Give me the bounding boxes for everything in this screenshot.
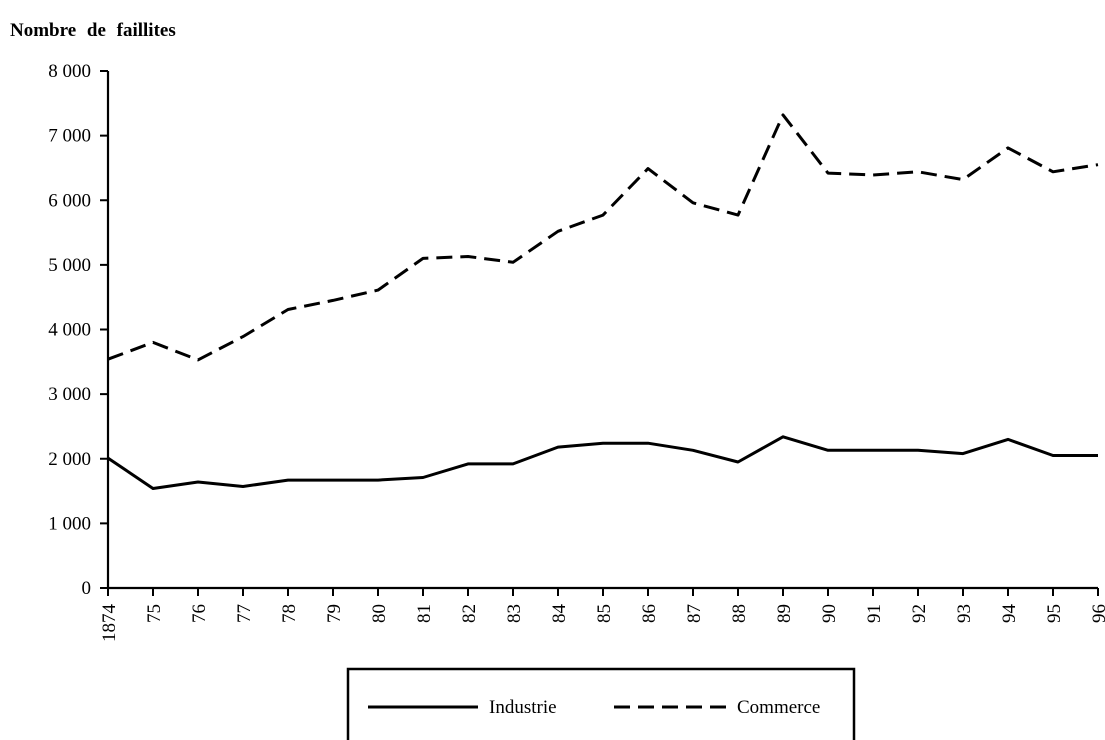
y-tick-label: 3 000 <box>48 384 91 405</box>
x-tick-label: 80 <box>369 604 390 623</box>
x-tick-label: 1874 <box>99 604 120 643</box>
y-tick-label: 5 000 <box>48 255 91 276</box>
x-tick-label: 77 <box>234 604 255 623</box>
x-tick-label: 93 <box>954 604 975 623</box>
x-axis: 1874 75 76 77 78 79 80 81 82 83 84 85 86 87 88 89 90 91 92… <box>99 586 1105 643</box>
x-tick-label: 89 <box>774 604 795 623</box>
series-line-commerce <box>107 113 1099 362</box>
series-line-industrie <box>107 435 1098 490</box>
legend-box <box>346 667 856 740</box>
y-tick-label: 0 <box>82 578 92 599</box>
x-tick-label: 95 <box>1044 604 1065 623</box>
x-tick-label: 90 <box>819 604 840 623</box>
series-lines <box>107 113 1099 490</box>
legend-label-industrie: Industrie <box>489 697 557 718</box>
x-tick-label: 92 <box>909 604 930 623</box>
x-tick-label: 88 <box>729 604 750 623</box>
y-tick-label: 7 000 <box>48 126 91 147</box>
x-tick-label: 91 <box>864 604 885 623</box>
x-tick-label: 96 <box>1089 604 1105 623</box>
x-tick-label: 78 <box>279 604 300 623</box>
x-tick-label: 86 <box>639 604 660 623</box>
x-tick-label: 79 <box>324 604 345 623</box>
y-tick-label: 1 000 <box>48 513 91 534</box>
legend: Industrie Commerce <box>346 667 856 740</box>
x-tick-label: 84 <box>549 604 570 624</box>
y-axis: 0 1 000 2 000 3 000 4 000 5 000 6 000 7 000 8 00… <box>48 61 110 599</box>
y-tick-label: 2 000 <box>48 449 91 470</box>
x-tick-label: 83 <box>504 604 525 623</box>
x-tick-label: 76 <box>189 604 210 623</box>
y-tick-label: 6 000 <box>48 190 91 211</box>
x-tick-label: 87 <box>684 604 705 623</box>
y-tick-label: 4 000 <box>48 320 91 341</box>
x-tick-label: 85 <box>594 604 615 623</box>
y-axis-label: Nombre de faillites <box>10 20 176 41</box>
x-tick-label: 81 <box>414 604 435 623</box>
legend-label-commerce: Commerce <box>737 697 820 718</box>
x-tick-label: 94 <box>999 604 1020 624</box>
x-tick-label: 82 <box>459 604 480 623</box>
y-tick-label: 8 000 <box>48 61 91 82</box>
x-tick-label: 75 <box>144 604 165 623</box>
